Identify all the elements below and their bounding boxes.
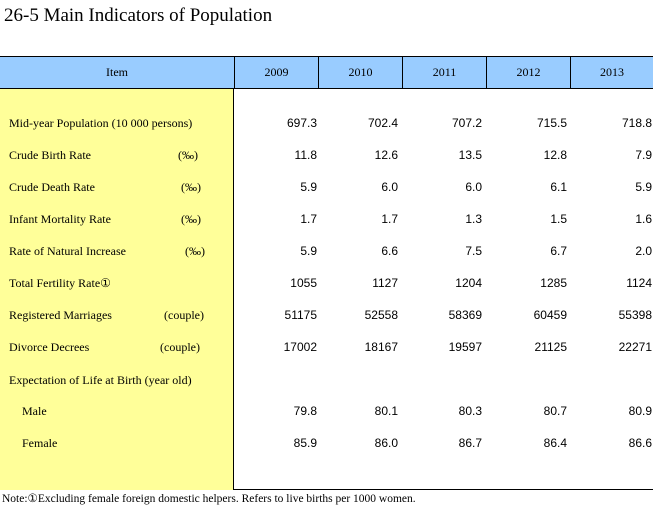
- row-value-2009: 1055: [290, 276, 317, 290]
- row-value-2010: 86.0: [374, 436, 398, 450]
- table-row-infant-mortality-rate: Infant Mortality Rate (‰) 1.7 1.7 1.3 1.5 1.6: [0, 209, 653, 229]
- row-value-2010: 1127: [372, 276, 398, 290]
- row-label: Total Fertility Rate①: [9, 276, 111, 290]
- row-label: Male: [22, 404, 47, 418]
- row-label: Mid-year Population (10 000 persons): [9, 116, 193, 130]
- header-year-2012: 2012: [486, 57, 570, 88]
- item-label-column: [0, 89, 234, 490]
- row-label: Crude Death Rate: [9, 180, 95, 194]
- table-row-life-expectancy-male: Male 79.8 80.1 80.3 80.7 80.9: [0, 401, 653, 421]
- table-row-life-expectancy: Expectation of Life at Birth (year old): [0, 370, 653, 390]
- row-value-2010: 80.1: [374, 404, 398, 418]
- row-value-2009: 5.9: [300, 180, 317, 194]
- row-value-2012: 6.1: [550, 180, 567, 194]
- row-value-2009: 1.7: [300, 212, 317, 226]
- header-year-2010: 2010: [318, 57, 402, 88]
- page-title: 26-5 Main Indicators of Population: [4, 5, 273, 26]
- row-unit: (couple): [160, 340, 200, 354]
- row-label: Registered Marriages: [9, 308, 112, 322]
- row-value-2010: 1.7: [381, 212, 398, 226]
- row-value-2012: 1285: [540, 276, 567, 290]
- row-value-2012: 1.5: [550, 212, 567, 226]
- table-row-life-expectancy-female: Female 85.9 86.0 86.7 86.4 86.6: [0, 433, 653, 453]
- header-year-2013: 2013: [570, 57, 653, 88]
- row-unit: (couple): [164, 308, 204, 322]
- row-label: Crude Birth Rate: [9, 148, 91, 162]
- footnote: Note:①Excluding female foreign domestic …: [2, 493, 416, 505]
- row-label: Divorce Decrees: [9, 340, 90, 354]
- row-value-2013: 7.9: [635, 148, 652, 162]
- row-value-2013: 22271: [618, 340, 652, 354]
- row-label: Female: [22, 436, 58, 450]
- row-label: Expectation of Life at Birth (year old): [9, 373, 192, 387]
- row-value-2013: 718.8: [621, 116, 652, 130]
- header-item: Item: [106, 65, 128, 79]
- row-value-2009: 85.9: [293, 436, 317, 450]
- row-value-2011: 1204: [455, 276, 482, 290]
- row-value-2010: 18167: [364, 340, 398, 354]
- row-value-2011: 707.2: [451, 116, 482, 130]
- row-value-2010: 12.6: [374, 148, 398, 162]
- row-value-2012: 60459: [533, 308, 567, 322]
- indicators-table: Item 2009 2010 2011 2012 2013 Mid-year P…: [0, 56, 653, 490]
- row-value-2009: 17002: [283, 340, 317, 354]
- row-value-2011: 7.5: [465, 244, 482, 258]
- row-value-2012: 80.7: [543, 404, 567, 418]
- row-value-2013: 5.9: [635, 180, 652, 194]
- row-value-2013: 80.9: [628, 404, 652, 418]
- header-year-2011: 2011: [402, 57, 486, 88]
- row-value-2010: 6.0: [381, 180, 398, 194]
- table-header-row: Item 2009 2010 2011 2012 2013: [0, 57, 653, 89]
- row-unit: (‰): [181, 212, 201, 226]
- row-value-2011: 86.7: [458, 436, 482, 450]
- row-unit: (‰): [185, 244, 205, 258]
- table-row-registered-marriages: Registered Marriages (couple) 51175 52558 58…: [0, 305, 653, 325]
- row-value-2012: 715.5: [536, 116, 567, 130]
- row-value-2009: 11.8: [294, 148, 317, 162]
- row-value-2009: 697.3: [286, 116, 317, 130]
- row-value-2011: 1.3: [465, 212, 482, 226]
- row-value-2013: 55398: [618, 308, 652, 322]
- row-value-2011: 80.3: [458, 404, 482, 418]
- row-value-2009: 5.9: [300, 244, 317, 258]
- row-unit: (‰): [178, 148, 198, 162]
- row-value-2013: 1124: [626, 276, 652, 290]
- row-value-2012: 21125: [534, 340, 567, 354]
- row-value-2009: 51175: [284, 308, 317, 322]
- row-value-2012: 12.8: [543, 148, 567, 162]
- table-row-crude-birth-rate: Crude Birth Rate (‰) 11.8 12.6 13.5 12.8 7.9: [0, 145, 653, 165]
- row-value-2011: 19597: [448, 340, 482, 354]
- row-unit: (‰): [181, 180, 201, 194]
- header-year-2009: 2009: [234, 57, 318, 88]
- row-label: Infant Mortality Rate: [9, 212, 111, 226]
- row-value-2011: 58369: [448, 308, 482, 322]
- row-value-2010: 6.6: [381, 244, 398, 258]
- row-label: Rate of Natural Increase: [9, 244, 126, 258]
- table-row-mid-year-population: Mid-year Population (10 000 persons) 697.…: [0, 113, 653, 133]
- row-value-2013: 86.6: [628, 436, 652, 450]
- row-value-2012: 6.7: [550, 244, 567, 258]
- row-value-2009: 79.8: [293, 404, 317, 418]
- row-value-2012: 86.4: [543, 436, 567, 450]
- row-value-2010: 52558: [364, 308, 398, 322]
- table-row-rate-of-natural-increase: Rate of Natural Increase (‰) 5.9 6.6 7.5 6.7 2…: [0, 241, 653, 261]
- table-row-total-fertility-rate: Total Fertility Rate① 1055 1127 1204 1285 112…: [0, 273, 653, 293]
- row-value-2013: 2.0: [635, 244, 652, 258]
- row-value-2011: 6.0: [465, 180, 482, 194]
- table-row-crude-death-rate: Crude Death Rate (‰) 5.9 6.0 6.0 6.1 5.9: [0, 177, 653, 197]
- row-value-2013: 1.6: [635, 212, 652, 226]
- row-value-2011: 13.5: [458, 148, 482, 162]
- row-value-2010: 702.4: [367, 116, 398, 130]
- table-row-divorce-decrees: Divorce Decrees (couple) 17002 18167 19597 21…: [0, 337, 653, 357]
